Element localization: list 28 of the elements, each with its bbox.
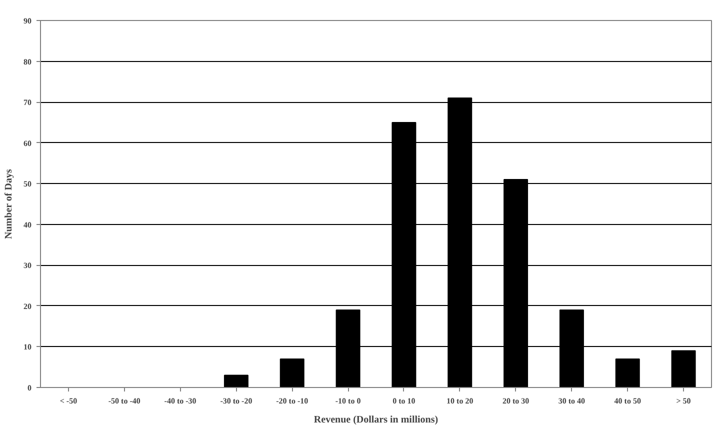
x-tick-label: -30 to -20 xyxy=(220,396,252,406)
bar xyxy=(615,358,640,388)
x-tick-label: -40 to -30 xyxy=(164,396,196,406)
y-tick-label: 40 xyxy=(24,220,32,230)
y-tick-label: 10 xyxy=(24,342,32,352)
x-axis-title: Revenue (Dollars in millions) xyxy=(314,414,438,426)
y-tick-label: 80 xyxy=(24,57,32,66)
y-tick-label: 30 xyxy=(24,261,32,270)
x-tick-label: < -50 xyxy=(60,396,78,406)
y-tick-label: 50 xyxy=(24,180,32,189)
x-tick-label: -20 to -10 xyxy=(276,396,308,406)
x-tick-label: 20 to 30 xyxy=(502,396,530,406)
bar xyxy=(280,358,304,388)
y-tick-label: 90 xyxy=(24,16,32,26)
y-tick-label: 20 xyxy=(24,302,32,311)
x-tick-label: -50 to -40 xyxy=(108,396,140,406)
y-tick-label: 60 xyxy=(24,138,32,148)
x-tick-label: 30 to 40 xyxy=(558,396,586,406)
x-tick-label: -10 to 0 xyxy=(335,396,361,406)
y-axis-title: Number of Days xyxy=(4,169,14,239)
y-tick-label: 0 xyxy=(28,384,32,392)
x-tick-label: 0 to 10 xyxy=(392,396,416,406)
x-tick-label: 40 to 50 xyxy=(614,396,641,406)
bar xyxy=(224,374,248,388)
x-tick-label: > 50 xyxy=(676,396,691,406)
y-tick-label: 70 xyxy=(24,98,32,108)
bar xyxy=(671,350,696,388)
x-tick-label: 10 to 20 xyxy=(446,396,474,406)
